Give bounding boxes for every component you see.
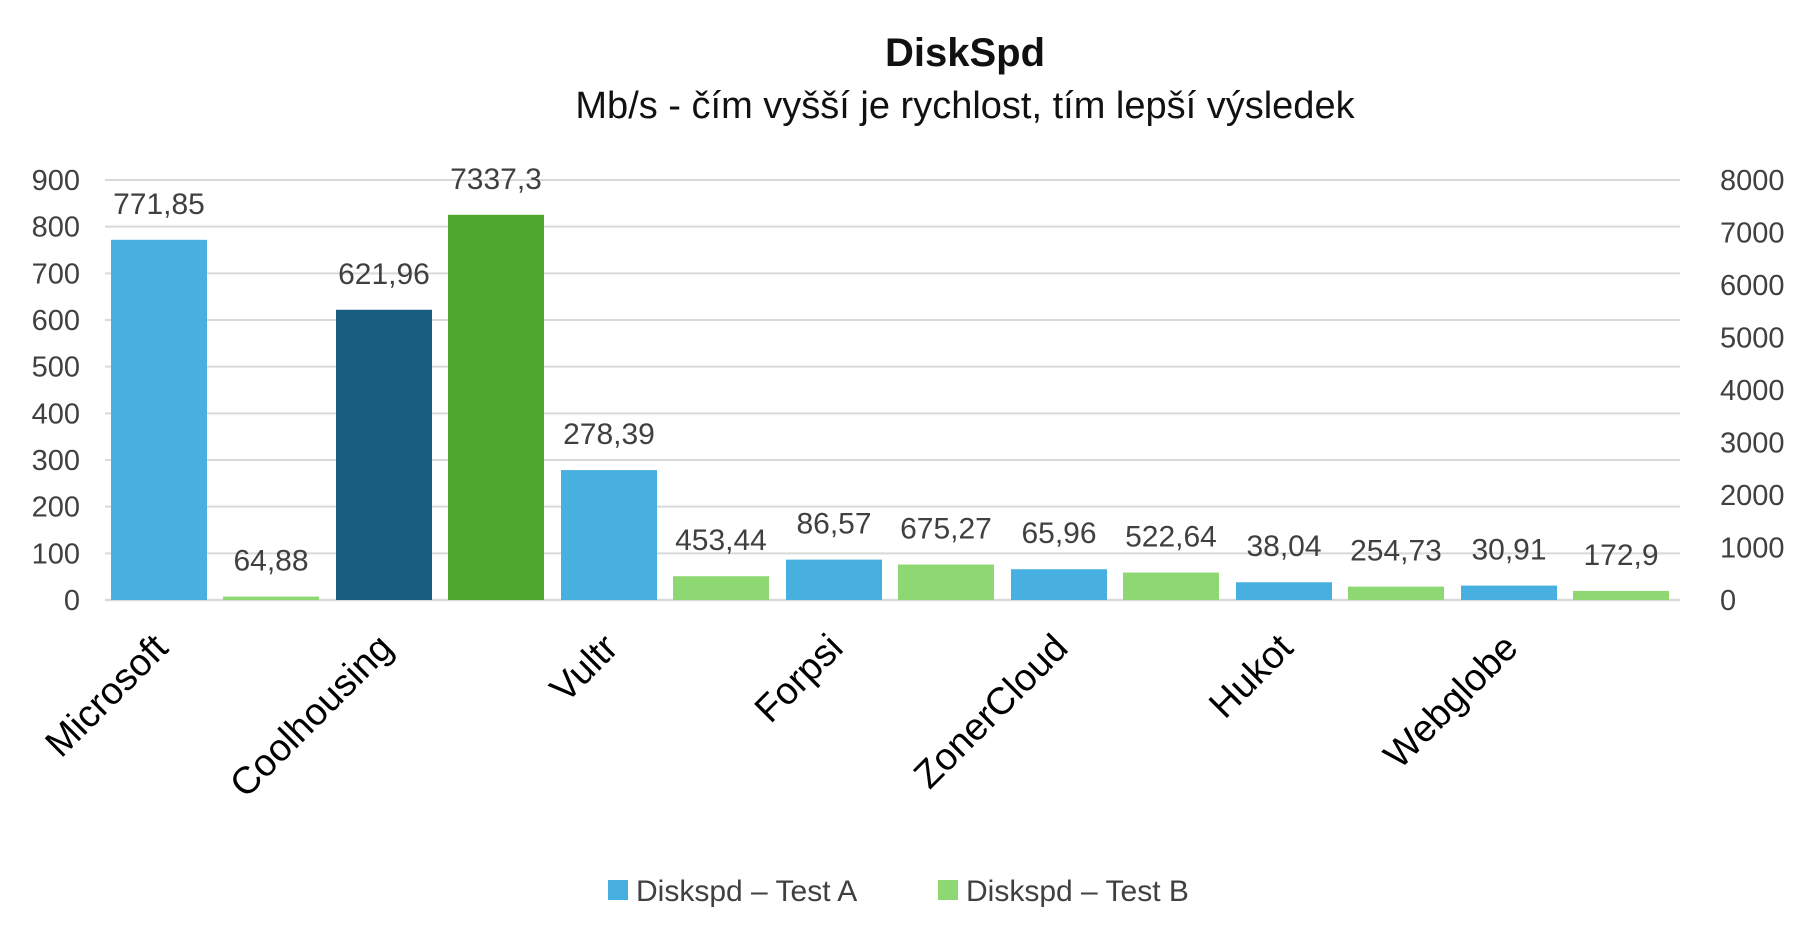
data-label: 254,73 bbox=[1350, 535, 1442, 568]
secondary-axis-ticks: 0 1000 2000 3000 4000 5000 6000 7000 8000 bbox=[1720, 165, 1785, 617]
primary-tick-label: 0 bbox=[64, 585, 80, 617]
legend: Diskspd – Test A Diskspd – Test B bbox=[608, 875, 1189, 908]
primary-tick-label: 400 bbox=[32, 398, 80, 430]
data-label: 621,96 bbox=[338, 258, 430, 291]
bar bbox=[786, 559, 882, 600]
bar bbox=[561, 470, 657, 600]
data-label: 38,04 bbox=[1246, 530, 1321, 563]
primary-tick-label: 300 bbox=[32, 445, 80, 477]
bar bbox=[1123, 572, 1219, 600]
secondary-tick-label: 1000 bbox=[1720, 533, 1785, 565]
secondary-tick-label: 0 bbox=[1720, 585, 1736, 617]
data-label: 172,9 bbox=[1583, 539, 1658, 572]
chart-title: DiskSpd bbox=[885, 31, 1045, 75]
bar bbox=[223, 596, 319, 600]
data-label: 64,88 bbox=[233, 545, 308, 578]
bar bbox=[1011, 569, 1107, 600]
bar bbox=[1236, 582, 1332, 600]
data-label: 65,96 bbox=[1021, 517, 1096, 550]
legend-label-test-b: Diskspd – Test B bbox=[966, 875, 1189, 908]
bar bbox=[336, 309, 432, 600]
data-labels: 771,85 621,96 278,39 86,57 65,96 38,04 30,91 64… bbox=[113, 163, 1658, 578]
primary-tick-label: 600 bbox=[32, 305, 80, 337]
primary-tick-label: 500 bbox=[32, 352, 80, 384]
bar bbox=[1461, 585, 1557, 600]
data-label: 522,64 bbox=[1125, 521, 1217, 554]
secondary-tick-label: 5000 bbox=[1720, 323, 1785, 355]
secondary-tick-label: 4000 bbox=[1720, 375, 1785, 407]
category-label: Forpsi bbox=[747, 627, 851, 731]
category-label: Webglobe bbox=[1376, 627, 1526, 777]
data-label: 675,27 bbox=[900, 513, 992, 546]
category-label: Vultr bbox=[542, 626, 626, 710]
bar bbox=[111, 239, 207, 600]
bar bbox=[898, 564, 994, 600]
bar bbox=[1573, 590, 1669, 600]
legend-swatch-test-a bbox=[608, 880, 628, 900]
category-labels: Microsoft Coolhousing Vultr Forpsi ZonerClou… bbox=[38, 626, 1527, 805]
data-label: 30,91 bbox=[1471, 534, 1546, 567]
data-label: 771,85 bbox=[113, 188, 205, 221]
secondary-tick-label: 7000 bbox=[1720, 218, 1785, 250]
category-label: Coolhousing bbox=[222, 627, 401, 806]
secondary-tick-label: 2000 bbox=[1720, 480, 1785, 512]
legend-swatch-test-b bbox=[938, 880, 958, 900]
bars bbox=[111, 214, 1669, 600]
primary-tick-label: 700 bbox=[32, 258, 80, 290]
category-label: Hukot bbox=[1201, 626, 1301, 726]
primary-tick-label: 900 bbox=[32, 165, 80, 197]
secondary-tick-label: 6000 bbox=[1720, 270, 1785, 302]
primary-tick-label: 200 bbox=[32, 492, 80, 524]
bar bbox=[1348, 586, 1444, 600]
category-label: Microsoft bbox=[38, 626, 177, 765]
legend-label-test-a: Diskspd – Test A bbox=[636, 875, 857, 908]
data-label: 7337,3 bbox=[450, 163, 542, 196]
primary-axis-ticks: 0 100 200 300 400 500 600 700 800 900 bbox=[32, 165, 80, 617]
bar bbox=[673, 576, 769, 600]
primary-tick-label: 800 bbox=[32, 212, 80, 244]
primary-tick-label: 100 bbox=[32, 538, 80, 570]
data-label: 86,57 bbox=[796, 508, 871, 541]
secondary-tick-label: 3000 bbox=[1720, 428, 1785, 460]
category-label: ZonerCloud bbox=[906, 627, 1076, 797]
data-label: 453,44 bbox=[675, 524, 767, 557]
chart-subtitle: Mb/s - čím vyšší je rychlost, tím lepší … bbox=[575, 85, 1355, 127]
bar bbox=[448, 214, 544, 600]
data-label: 278,39 bbox=[563, 418, 655, 451]
secondary-tick-label: 8000 bbox=[1720, 165, 1785, 197]
